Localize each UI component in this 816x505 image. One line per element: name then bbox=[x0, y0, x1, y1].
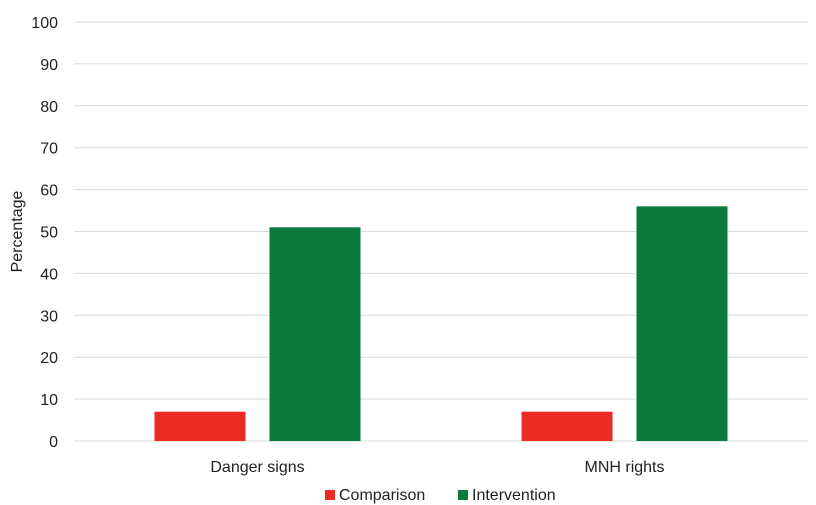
y-tick-label: 0 bbox=[49, 434, 58, 451]
y-tick-label: 40 bbox=[40, 266, 58, 283]
x-tick-label: MNH rights bbox=[584, 459, 664, 476]
legend-swatch-intervention bbox=[458, 490, 468, 500]
legend-swatch-comparison bbox=[325, 490, 335, 500]
y-tick-label: 70 bbox=[40, 141, 58, 158]
y-axis-title: Percentage bbox=[9, 190, 26, 272]
y-tick-label: 20 bbox=[40, 350, 58, 367]
bar-intervention-danger-signs bbox=[269, 227, 361, 441]
x-tick-label: Danger signs bbox=[210, 459, 304, 476]
legend-label-intervention: Intervention bbox=[472, 487, 556, 504]
legend-label-comparison: Comparison bbox=[339, 487, 425, 504]
y-axis-tick-labels: 0 10 20 30 40 50 60 70 80 90 100 bbox=[31, 15, 58, 451]
y-tick-label: 100 bbox=[31, 15, 58, 32]
x-axis-tick-labels: Danger signs MNH rights bbox=[210, 459, 664, 476]
y-tick-label: 10 bbox=[40, 392, 58, 409]
y-tick-label: 30 bbox=[40, 308, 58, 325]
y-tick-label: 60 bbox=[40, 183, 58, 200]
bar-comparison-danger-signs bbox=[154, 411, 246, 441]
bars bbox=[154, 206, 728, 441]
y-tick-label: 50 bbox=[40, 225, 58, 242]
y-tick-label: 80 bbox=[40, 99, 58, 116]
bar-intervention-mnh-rights bbox=[636, 206, 728, 441]
legend: Comparison Intervention bbox=[325, 487, 556, 504]
y-tick-label: 90 bbox=[40, 57, 58, 74]
bar-comparison-mnh-rights bbox=[521, 411, 613, 441]
